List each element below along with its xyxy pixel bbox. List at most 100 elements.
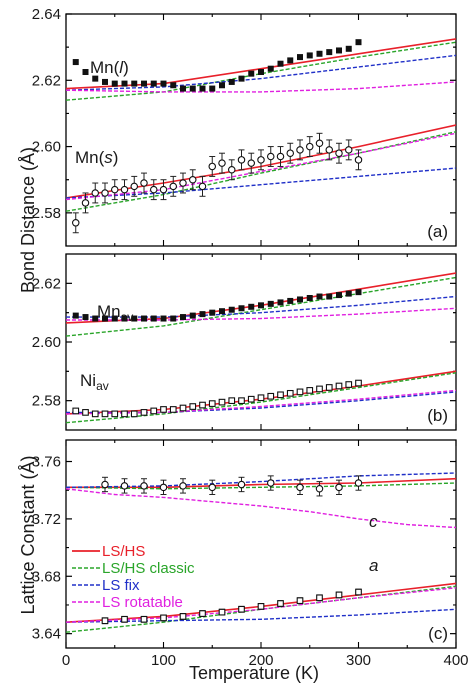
y-tick-label: 2.58 <box>32 205 61 222</box>
data-point <box>91 189 100 197</box>
data-point <box>208 483 217 492</box>
data-point <box>336 292 342 299</box>
data-point <box>257 156 265 164</box>
annotation-mn-av: Mnav <box>97 302 133 324</box>
data-point <box>257 394 265 402</box>
data-point <box>296 483 304 492</box>
data-point <box>82 314 89 321</box>
data-point <box>228 78 235 85</box>
data-point <box>140 409 148 416</box>
series-line-ls-fix <box>66 295 456 318</box>
legend-entry-label: LS rotatable <box>102 594 183 611</box>
data-point <box>189 175 197 184</box>
legend-entry-label: LS/HS classic <box>102 560 195 577</box>
data-point <box>121 615 128 623</box>
data-point <box>316 385 323 393</box>
data-point <box>287 297 294 304</box>
series-line-ls-fix <box>66 472 456 488</box>
data-point <box>296 388 304 396</box>
panel-b: 2.58 2.60 2.62 (b) Mnav Niav <box>32 253 457 431</box>
series-line-ls-fix <box>66 608 456 623</box>
data-point <box>179 404 187 412</box>
data-point <box>355 379 362 387</box>
data-point <box>237 156 246 164</box>
data-point <box>326 293 333 300</box>
y-tick-label: 3.64 <box>32 626 61 643</box>
data-point <box>111 80 118 87</box>
data-point <box>228 397 236 405</box>
y-tick-label: 2.62 <box>32 72 61 89</box>
data-point <box>297 54 303 61</box>
data-point <box>208 162 217 171</box>
data-point <box>316 594 323 602</box>
data-point <box>345 290 352 297</box>
data-point <box>287 57 294 64</box>
data-point <box>335 483 343 492</box>
data-point <box>218 398 226 406</box>
data-point <box>335 591 343 599</box>
data-point <box>267 300 274 307</box>
data-point <box>189 403 197 410</box>
data-point <box>266 479 275 487</box>
data-point <box>92 315 99 322</box>
data-point <box>140 482 148 490</box>
data-point <box>276 152 285 161</box>
data-point <box>150 80 157 87</box>
data-point <box>305 142 314 151</box>
data-point <box>208 400 216 407</box>
legend-entry-label: LS fix <box>102 577 140 594</box>
series-line-ls-rotatable <box>66 307 456 321</box>
y-axis-label-lattice-constant: Lattice Constant (Å) <box>18 455 38 614</box>
data-point <box>266 152 275 161</box>
y-tick-label: 3.72 <box>32 511 61 528</box>
data-point <box>102 315 108 322</box>
data-point <box>238 605 245 613</box>
annotation-c-label: c <box>369 512 378 531</box>
data-point <box>336 47 342 54</box>
data-point <box>111 315 118 322</box>
data-point <box>219 308 225 315</box>
data-point <box>258 302 264 309</box>
data-point <box>238 397 245 405</box>
data-point <box>131 315 138 322</box>
data-point <box>277 60 284 67</box>
data-point <box>315 485 324 493</box>
data-point <box>277 299 284 306</box>
data-point <box>159 483 168 492</box>
series-line-ls-hs-classic <box>66 482 456 490</box>
data-point <box>335 149 343 157</box>
data-point <box>101 480 109 489</box>
data-point <box>150 407 158 415</box>
data-point <box>159 185 168 194</box>
x-tick-label: 0 <box>62 652 70 669</box>
data-point <box>325 384 333 391</box>
series-line-ls-fix <box>66 54 456 91</box>
annotation-a-label: a <box>369 556 378 575</box>
series-line-ls-hs <box>66 477 456 489</box>
data-point <box>189 85 196 92</box>
data-point <box>179 613 187 620</box>
legend-entry-label: LS/HS <box>102 543 145 560</box>
data-point <box>247 159 256 167</box>
x-axis-label: Temperature (K) <box>189 663 319 683</box>
y-tick-label: 2.60 <box>32 334 61 351</box>
data-point <box>91 410 99 418</box>
data-point <box>355 289 362 296</box>
y-tick-label: 3.76 <box>32 454 61 471</box>
data-point <box>160 315 167 322</box>
data-point <box>92 75 99 82</box>
data-point <box>277 391 284 399</box>
data-points-circle-open <box>101 475 363 497</box>
data-point <box>218 159 226 167</box>
data-point <box>286 149 294 157</box>
annotation-mn-l: Mn(l) <box>90 58 129 77</box>
plot-frame <box>65 13 457 247</box>
data-point <box>72 59 79 66</box>
data-point <box>248 303 255 310</box>
y-tick-label: 2.62 <box>32 275 61 292</box>
data-point <box>345 381 353 388</box>
data-point <box>180 85 186 92</box>
data-point <box>316 293 323 300</box>
y-tick-label: 2.60 <box>32 139 61 156</box>
data-point <box>335 382 343 390</box>
